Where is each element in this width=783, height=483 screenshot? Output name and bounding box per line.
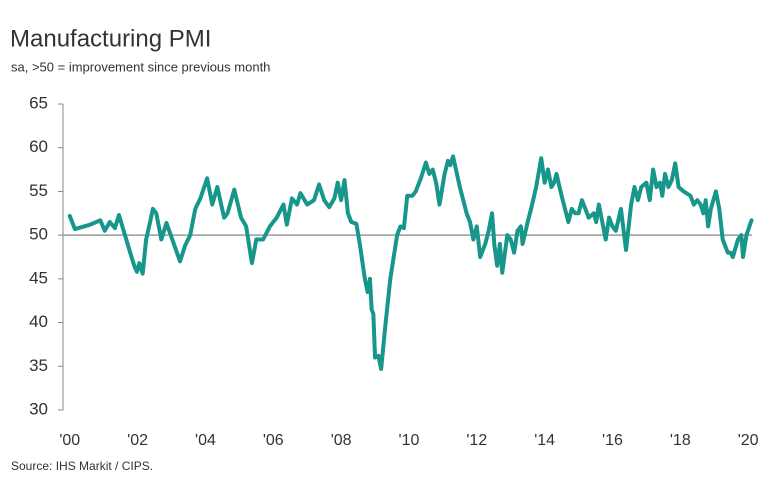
x-tick-label: '10: [399, 432, 420, 449]
x-tick-label: '16: [602, 432, 623, 449]
pmi-line: [67, 154, 754, 371]
x-tick-label: '02: [127, 432, 148, 449]
y-tick-label: 55: [29, 181, 48, 200]
chart-title: Manufacturing PMI: [10, 25, 211, 52]
chart-subtitle: sa, >50 = improvement since previous mon…: [11, 59, 270, 74]
x-tick-label: '04: [195, 432, 216, 449]
y-tick-label: 40: [29, 312, 48, 331]
y-tick-label: 35: [29, 356, 48, 375]
y-tick-label: 45: [29, 268, 48, 287]
x-tick-label: '00: [59, 432, 80, 449]
x-tick-label: '14: [534, 432, 555, 449]
x-tick-label: '08: [331, 432, 352, 449]
y-tick-label: 30: [29, 399, 48, 418]
y-tick-label: 50: [29, 225, 48, 244]
x-tick-label: '18: [670, 432, 691, 449]
y-tick-label: 65: [29, 93, 48, 112]
y-tick-label: 60: [29, 137, 48, 156]
x-tick-label: '12: [466, 432, 487, 449]
x-tick-label: '20: [738, 432, 759, 449]
x-tick-label: '06: [263, 432, 284, 449]
source-note: Source: IHS Markit / CIPS.: [11, 459, 153, 473]
